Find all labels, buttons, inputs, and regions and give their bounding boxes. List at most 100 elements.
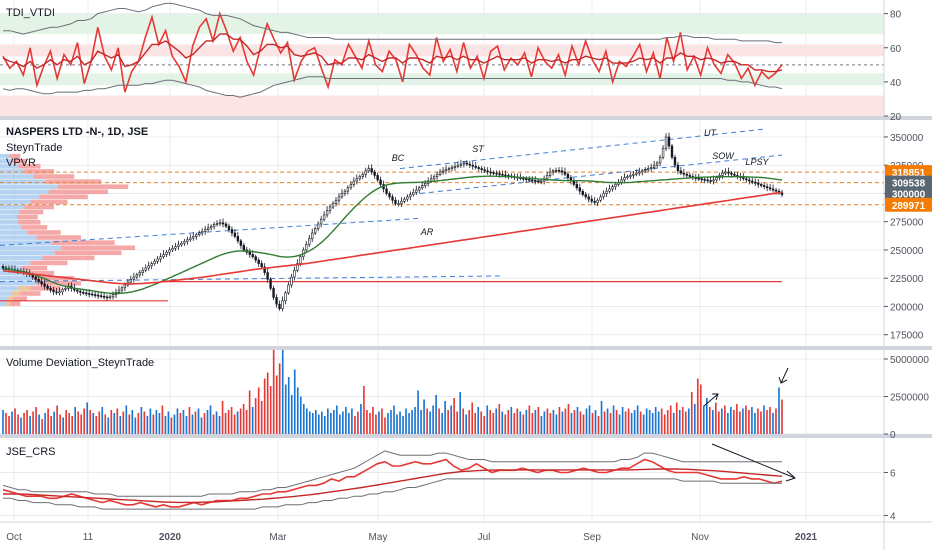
candle <box>575 180 579 191</box>
volume-bar <box>507 410 510 434</box>
candle-body <box>721 172 724 176</box>
candle-body <box>647 168 650 171</box>
vpvr-bar <box>39 194 88 200</box>
volume-bar <box>176 408 179 434</box>
volume-bar <box>101 407 104 434</box>
candle <box>150 261 153 270</box>
candle-body <box>385 188 388 194</box>
candle-body <box>644 169 647 172</box>
candle-body <box>661 147 665 158</box>
candle <box>605 187 608 197</box>
volume-bar <box>516 408 519 434</box>
candle <box>459 159 463 168</box>
volume-bar <box>579 411 582 434</box>
volume-bar <box>224 413 227 434</box>
volume-bar <box>751 407 753 434</box>
volume-bar <box>558 407 561 434</box>
volume-bar <box>405 408 407 434</box>
price-scales[interactable]: 2040608017500020000022500025000027500030… <box>884 10 932 523</box>
volume-bar <box>239 408 242 434</box>
vpvr-bar <box>18 291 41 296</box>
volume-bar <box>125 405 128 434</box>
volume-bar <box>387 413 389 434</box>
volume-tick-label: 2500000 <box>890 393 929 404</box>
candle <box>727 167 730 176</box>
candle-body <box>751 180 754 183</box>
volume-bar <box>257 387 260 434</box>
candle-body <box>548 171 552 176</box>
candle-body <box>43 283 46 287</box>
time-axis[interactable]: Oct 11 2020 Mar May Jul Sep Nov 2021 <box>6 532 817 543</box>
volume-bar <box>299 396 302 434</box>
candle <box>394 197 397 206</box>
vpvr-bar <box>60 245 135 251</box>
candle <box>156 255 159 264</box>
candle <box>99 291 103 299</box>
tdi-pane[interactable] <box>0 2 884 117</box>
volume-bar <box>110 410 113 434</box>
volume-bar <box>696 378 699 434</box>
price-tick-label: 225000 <box>890 274 924 285</box>
candle-body <box>581 190 584 195</box>
candle <box>227 223 231 233</box>
candle <box>236 232 240 244</box>
volume-bar <box>456 411 458 434</box>
vpvr-bar <box>0 194 40 200</box>
volume-bar <box>471 402 474 434</box>
volume-bar <box>642 414 645 434</box>
price-tick-label: 275000 <box>890 218 924 229</box>
vpvr-bar <box>0 220 19 225</box>
volume-bar <box>687 408 690 434</box>
volume-bar <box>83 408 86 434</box>
candle-body <box>76 289 79 292</box>
candle-body <box>266 272 269 280</box>
volume-bar <box>438 408 440 434</box>
price-tick-label: 200000 <box>890 302 924 313</box>
tdi-tick-label: 60 <box>890 44 902 55</box>
tdi-tick-label: 40 <box>890 78 902 89</box>
candle <box>664 133 668 151</box>
volume-bar <box>597 416 600 434</box>
volume-bar <box>152 414 155 434</box>
candle-body <box>697 177 700 180</box>
volume-bar <box>50 416 52 434</box>
candle-body <box>168 249 171 253</box>
candle <box>278 300 281 311</box>
volume-bar <box>59 414 61 434</box>
candle <box>165 250 168 258</box>
candle <box>180 241 183 247</box>
vpvr-bar <box>0 286 28 291</box>
volume-bar <box>77 411 80 434</box>
candle <box>759 182 763 188</box>
vpvr-bar <box>0 240 52 245</box>
crs-pane[interactable] <box>0 443 884 517</box>
candle <box>724 168 727 176</box>
volume-bar <box>203 413 206 434</box>
candle <box>177 240 180 250</box>
candle-body <box>587 196 590 200</box>
volume-bar <box>357 411 359 434</box>
volume-bar <box>423 399 425 434</box>
candle <box>141 267 144 276</box>
arrow-down-icon <box>778 367 789 384</box>
candle <box>58 287 61 296</box>
vpvr-bar <box>0 199 31 205</box>
volume-bar <box>41 419 43 434</box>
vpvr-bar <box>12 158 27 164</box>
candle-body <box>316 223 320 229</box>
candle <box>257 257 260 267</box>
candle-body <box>37 279 40 282</box>
candle-body <box>501 173 504 176</box>
price-tag-box <box>885 175 932 190</box>
price-pane[interactable]: BC ST AR UT SOW LPSY <box>0 128 884 336</box>
volume-bar <box>633 410 636 434</box>
candle <box>596 198 599 206</box>
volume-bar <box>2 410 4 434</box>
candle <box>548 167 552 179</box>
volume-bar <box>345 407 347 434</box>
tdi-upper-line <box>3 2 782 44</box>
volume-bar <box>351 408 353 434</box>
vpvr-bar <box>0 153 10 159</box>
